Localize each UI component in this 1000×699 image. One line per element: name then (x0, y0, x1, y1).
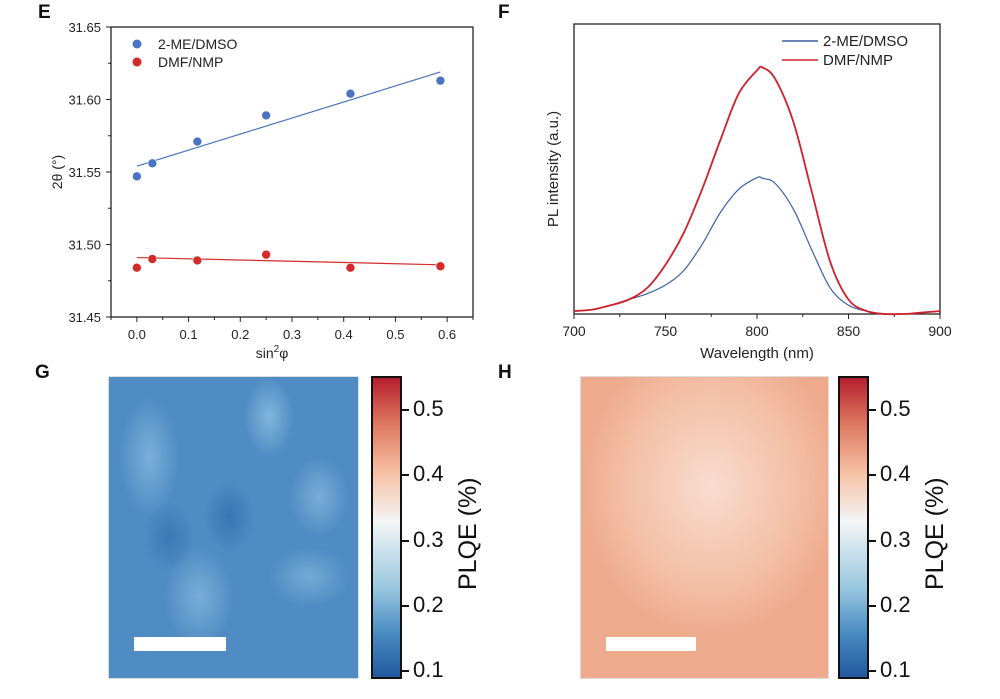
x-tick-label: 0.1 (180, 327, 198, 342)
x-tick-label: 700 (562, 323, 586, 339)
x-tick-label: 850 (837, 323, 861, 339)
colorbar-tick (869, 605, 876, 608)
plqe-map-g (108, 376, 359, 679)
y-tick-label: 31.65 (68, 20, 101, 35)
spectrum-line (573, 65, 941, 316)
colorbar (371, 376, 402, 679)
fit-line (136, 256, 441, 266)
data-point (147, 158, 158, 169)
panel-label-e: E (38, 2, 51, 23)
data-point (132, 262, 142, 273)
chart-e: 0.0 0.1 0.2 0.3 0.4 0.5 0.6 31.45 31.50 31.55 31.6… (49, 20, 474, 361)
colorbar-tick-label: 0.1 (413, 657, 444, 683)
y-axis-label: PL intensity (a.u.) (545, 111, 562, 227)
x-tick-label: 750 (654, 323, 678, 339)
colorbar-tick-label: 0.3 (880, 526, 911, 552)
legend-label: 2-ME/DMSO (158, 36, 237, 52)
data-point (192, 136, 203, 147)
x-axis-label: Wavelength (nm) (700, 345, 814, 362)
colorbar-tick (402, 539, 409, 542)
colorbar-tick-label: 0.3 (413, 526, 444, 552)
colorbar-tick-label: 0.2 (880, 592, 911, 618)
colorbar-tick (869, 474, 876, 477)
x-axis-label: sin2φ (256, 344, 289, 361)
x-tick-label: 0.3 (283, 327, 301, 342)
colorbar-tick-label: 0.5 (880, 395, 911, 421)
colorbar-tick-label: 0.4 (880, 461, 911, 487)
x-tick-label: 0.0 (128, 327, 146, 342)
colorbar-tick (869, 539, 876, 542)
colorbar (838, 376, 869, 679)
colorbar-label: PLQE (%) (921, 477, 949, 590)
spectrum-line (573, 176, 941, 315)
data-point (192, 255, 203, 266)
colorbar-tick (402, 474, 409, 477)
x-tick-label: 0.2 (231, 327, 249, 342)
colorbar-tick (402, 670, 409, 673)
colorbar-tick (402, 408, 409, 411)
x-tick-label: 0.6 (438, 327, 456, 342)
y-tick-label: 31.55 (68, 165, 101, 180)
chart-f: 700 750 800 850 900 Wavelength (nm) PL intensi… (545, 23, 952, 362)
legend-marker (132, 39, 142, 49)
colorbar-tick (869, 670, 876, 673)
colorbar-tick-label: 0.4 (413, 461, 444, 487)
x-tick-label: 900 (928, 323, 952, 339)
x-tick-label: 0.5 (386, 327, 404, 342)
scale-bar (606, 637, 696, 651)
legend-label: DMF/NMP (823, 52, 893, 69)
colorbar-tick-label: 0.5 (413, 395, 444, 421)
data-point (147, 254, 158, 264)
y-tick-label: 31.50 (68, 238, 101, 253)
legend-marker (132, 57, 142, 67)
legend-label: 2-ME/DMSO (823, 33, 908, 50)
x-tick-label: 0.4 (335, 327, 353, 342)
y-axis-label: 2θ (°) (49, 155, 65, 189)
data-point (345, 88, 356, 99)
colorbar-label: PLQE (%) (454, 477, 482, 590)
data-point (261, 110, 271, 121)
y-tick-label: 31.60 (68, 93, 101, 108)
data-point (435, 261, 446, 272)
colorbar-tick-label: 0.1 (880, 657, 911, 683)
fit-line (136, 71, 441, 167)
legend-label: DMF/NMP (158, 54, 223, 70)
plqe-map-h (580, 376, 829, 679)
panel-label-f: F (498, 2, 510, 23)
data-point (435, 75, 446, 86)
panel-label-h: H (498, 362, 512, 383)
colorbar-tick (869, 408, 876, 411)
colorbar-tick (402, 605, 409, 608)
panel-label-g: G (35, 362, 50, 383)
scale-bar (134, 637, 226, 651)
colorbar-tick-label: 0.2 (413, 592, 444, 618)
data-point (345, 262, 356, 273)
y-tick-label: 31.45 (68, 310, 101, 325)
data-point (132, 171, 142, 182)
data-point (261, 249, 271, 260)
x-tick-label: 800 (745, 323, 769, 339)
